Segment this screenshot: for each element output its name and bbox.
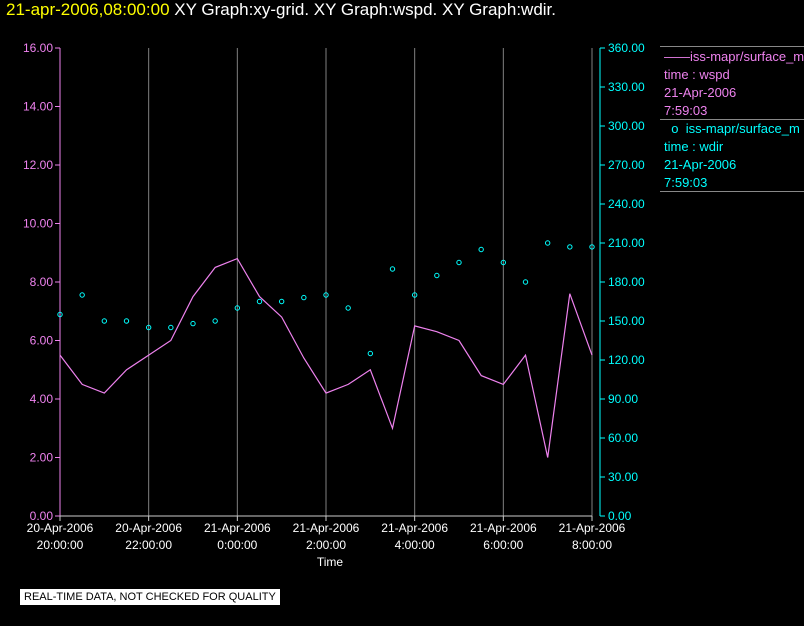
legend-divider <box>660 191 804 192</box>
right-y-tick-label: 240.00 <box>608 197 645 211</box>
right-y-tick-label: 30.00 <box>608 470 638 484</box>
window-title: 21-apr-2006,08:00:00 XY Graph:xy-grid. X… <box>6 0 556 20</box>
quality-notice: REAL-TIME DATA, NOT CHECKED FOR QUALITY <box>20 589 280 605</box>
legend-wdir: o iss-mapr/surface_m time : wdir 21-Apr-… <box>664 120 800 192</box>
legend-wspd-source-text: iss-mapr/surface_m <box>690 49 804 64</box>
wdir-point <box>589 244 595 250</box>
right-y-tick-label: 300.00 <box>608 119 645 133</box>
left-y-tick-label: 4.00 <box>30 392 54 406</box>
legend-wspd-source: ——iss-mapr/surface_m <box>664 48 804 66</box>
x-axis-label: Time <box>317 555 344 569</box>
x-tick-label-date: 20-Apr-2006 <box>115 521 182 535</box>
wdir-point <box>190 320 196 327</box>
wdir-point <box>323 292 329 298</box>
wdir-point <box>79 292 85 298</box>
left-y-axis: 0.00 2.00 4.00 6.00 8.00 10.00 12.00 14.00 16.00 <box>23 41 61 523</box>
wdir-point <box>123 318 130 324</box>
right-y-tick-label: 180.00 <box>608 275 645 289</box>
x-tick-label-time: 0:00:00 <box>217 538 257 552</box>
wdir-point <box>500 259 507 266</box>
x-tick-label-time: 4:00:00 <box>395 538 435 552</box>
x-tick-label-date: 21-Apr-2006 <box>204 521 271 535</box>
right-y-tick-label: 210.00 <box>608 236 645 250</box>
x-tick-label-date: 21-Apr-2006 <box>381 521 448 535</box>
vertical-grid <box>148 48 593 516</box>
x-tick-label-date: 21-Apr-2006 <box>559 521 626 535</box>
legend-wdir-circle-marker: o <box>664 121 686 136</box>
legend-wdir-date: 21-Apr-2006 <box>664 157 737 172</box>
wdir-point <box>168 324 174 331</box>
legend-divider <box>660 119 804 120</box>
legend-wspd-date: 21-Apr-2006 <box>664 85 737 100</box>
right-y-tick-label: 150.00 <box>608 314 645 328</box>
wdir-point <box>478 246 484 253</box>
left-y-tick-label: 8.00 <box>30 275 54 289</box>
right-y-axis: 0.00 30.00 60.00 90.00 120.00 150.00 180.00 210… <box>599 41 645 523</box>
right-y-tick-label: 270.00 <box>608 158 645 172</box>
title-graph-list: XY Graph:xy-grid. XY Graph:wspd. XY Grap… <box>174 0 557 19</box>
legend-wdir-variable: time : wdir <box>664 139 724 154</box>
x-tick-label-time: 2:00:00 <box>306 538 346 552</box>
wdir-point <box>212 318 218 324</box>
right-y-tick-label: 0.00 <box>608 509 632 523</box>
legend-wspd-variable: time : wspd <box>664 67 730 82</box>
wdir-point <box>456 259 462 266</box>
x-axis: 20-Apr-2006 20:00:00 20-Apr-2006 22:00:00 21… <box>27 515 626 552</box>
series-wspd <box>59 257 593 458</box>
right-y-tick-label: 120.00 <box>608 353 645 367</box>
wdir-point <box>301 294 307 301</box>
wdir-point <box>101 318 108 324</box>
legend-wdir-source-text: iss-mapr/surface_m <box>685 121 800 136</box>
left-y-tick-label: 16.00 <box>23 41 53 55</box>
x-tick-label-time: 6:00:00 <box>483 538 523 552</box>
wdir-point <box>345 305 351 311</box>
legend-wdir-time: 7:59:03 <box>664 175 708 190</box>
left-y-tick-label: 12.00 <box>23 158 53 172</box>
left-y-tick-label: 14.00 <box>23 100 53 114</box>
wspd-line <box>59 257 593 458</box>
series-wdir <box>57 240 595 357</box>
right-y-tick-label: 360.00 <box>608 41 645 55</box>
wdir-point <box>567 244 573 250</box>
legend-wspd-line-marker: —— <box>664 49 690 64</box>
x-tick-label-date: 21-Apr-2006 <box>470 521 537 535</box>
legend-wspd: ——iss-mapr/surface_m time : wspd 21-Apr-… <box>664 48 804 120</box>
x-tick-label-time: 20:00:00 <box>37 538 84 552</box>
left-y-tick-label: 6.00 <box>30 334 54 348</box>
left-y-tick-label: 0.00 <box>30 509 54 523</box>
wdir-point <box>234 305 241 311</box>
left-y-tick-label: 2.00 <box>30 451 54 465</box>
wdir-point <box>256 298 263 305</box>
legend-divider <box>660 46 804 47</box>
right-y-tick-label: 330.00 <box>608 80 645 94</box>
x-tick-label-time: 8:00:00 <box>572 538 612 552</box>
wdir-point <box>145 324 152 331</box>
left-y-tick-label: 10.00 <box>23 217 53 231</box>
wdir-point <box>278 298 285 305</box>
wdir-point <box>434 272 440 279</box>
legend-wdir-source: o iss-mapr/surface_m <box>664 120 800 138</box>
legend-wspd-time: 7:59:03 <box>664 103 708 118</box>
wdir-point <box>544 240 551 246</box>
right-y-tick-label: 60.00 <box>608 431 638 445</box>
x-tick-label-time: 22:00:00 <box>125 538 172 552</box>
wdir-point <box>57 311 63 318</box>
wdir-point <box>389 266 396 272</box>
wdir-point <box>367 350 374 357</box>
x-tick-label-date: 21-Apr-2006 <box>293 521 360 535</box>
title-timestamp: 21-apr-2006,08:00:00 <box>6 0 170 19</box>
x-tick-label-date: 20-Apr-2006 <box>27 521 94 535</box>
right-y-tick-label: 90.00 <box>608 392 638 406</box>
wdir-point <box>522 279 529 285</box>
wdir-point <box>411 292 418 298</box>
